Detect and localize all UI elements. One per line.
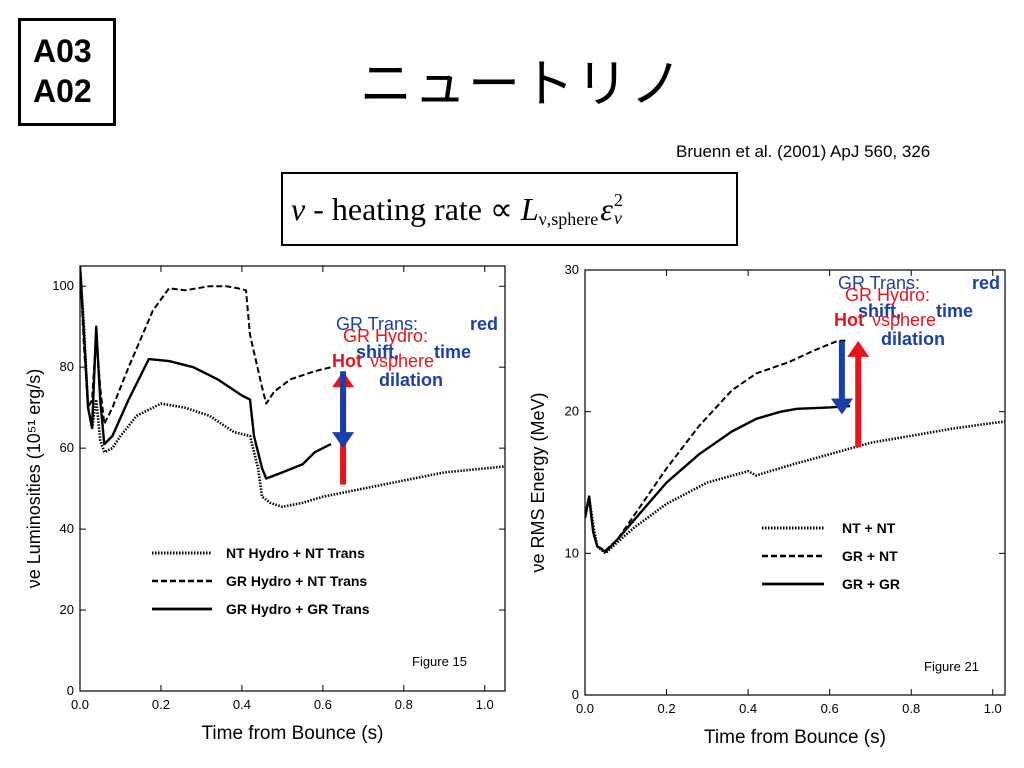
y-tick-label: 0 [67,683,74,698]
panel-id-box: A03 A02 [18,18,116,126]
y-tick-label: 20 [60,602,74,617]
x-axis-label: Time from Bounce (s) [202,723,384,744]
arrow-head [332,432,355,449]
rms-energy-chart: 0.0 0.2 0.4 0.6 0.8 1.0 0 10 20 30 Time from Bounc… [528,262,1006,748]
panel-id-2: A02 [33,73,92,109]
slide-title: ニュートリノ [360,55,685,115]
formula-L: L [520,190,539,227]
y-tick-label: 30 [565,262,579,277]
formula-nu: ν [291,190,306,227]
arrow-head [830,398,853,415]
formula-epsilon-sup: 2 [613,190,623,210]
annotation-red: red [972,273,1000,293]
legend-label: NT + NT [842,520,896,536]
x-tick-label: 0.6 [314,697,332,712]
figure-label: Figure 21 [924,659,979,674]
annotation-hot: Hot [834,310,864,330]
x-tick-label: 1.0 [476,697,494,712]
x-tick-label: 0.8 [902,701,920,716]
figure-label: Figure 15 [412,654,467,669]
plot-frame [584,269,1006,696]
legend-label: GR + NT [842,548,898,564]
x-tick-label: 1.0 [984,701,1002,716]
y-tick-label: 0 [572,687,579,702]
x-tick-label: 0.0 [576,701,594,716]
x-tick-label: 0.2 [658,701,676,716]
y-tick-label: 20 [565,404,579,419]
x-tick-label: 0.2 [152,697,170,712]
formula-box: ν - heating rate ∝ L ν,sphere ε 2 ν [281,172,738,246]
luminosity-chart: 0.0 0.2 0.4 0.6 0.8 1.0 0 20 40 60 80 100 Time from … [24,265,506,744]
formula-epsilon: ε [600,190,613,227]
series-line-dotted [585,420,1005,555]
x-tick-label: 0.0 [71,697,89,712]
formula-L-subscript: ν,sphere [538,208,599,229]
series-group [80,266,505,509]
y-axis-label: νe Luminosities (10⁵¹ erg/s) [24,369,44,589]
formula-epsilon-sub: ν [613,208,622,228]
annotation-time: time [936,301,973,321]
annotation-gr-trans: GR Trans: [838,273,920,293]
annotation-red: red [470,314,498,334]
x-tick-label: 0.4 [739,701,757,716]
annotation-vsphere: νsphere [370,351,434,371]
x-tick-label: 0.4 [233,697,251,712]
y-axis-label: νe RMS Energy (MeV) [528,392,548,572]
y-tick-label: 40 [60,521,74,536]
annotation-gr-hydro: GR Hydro: [845,285,930,305]
annotation-time: time [434,342,471,362]
formula-text: - heating rate ∝ [305,191,521,227]
legend-label: NT Hydro + NT Trans [226,545,365,561]
x-tick-label: 0.8 [395,697,413,712]
series-line-solid [585,404,851,554]
y-tick-label: 10 [565,545,579,560]
annotation-shift: shift, [858,301,901,321]
legend-label: GR Hydro + GR Trans [226,601,370,617]
annotation-vsphere: νsphere [872,310,936,330]
annotation-dilation: dilation [379,370,443,390]
series-line-dashed [80,266,332,425]
annotation-gr-trans: GR Trans: [336,314,418,334]
annotation-dilation: dilation [881,329,945,349]
series-line-solid [80,266,332,480]
legend-label: GR Hydro + NT Trans [226,573,367,589]
x-tick-label: 0.6 [821,701,839,716]
annotation-hot: Hot [332,351,362,371]
series-line-dashed [585,339,846,552]
annotation-gr-hydro: GR Hydro: [343,326,428,346]
formula-epsilon-indices: 2 ν [614,191,623,227]
plot-frame [79,265,506,692]
annotation-shift: shift, [356,342,399,362]
panel-id-1: A03 [33,33,92,69]
citation: Bruenn et al. (2001) ApJ 560, 326 [676,142,931,161]
series-group [585,339,1005,555]
y-tick-label: 100 [52,278,74,293]
legend-label: GR + GR [842,576,900,592]
y-tick-label: 80 [60,359,74,374]
arrow-head [847,340,870,357]
y-tick-label: 60 [60,440,74,455]
x-axis-label: Time from Bounce (s) [704,727,886,748]
